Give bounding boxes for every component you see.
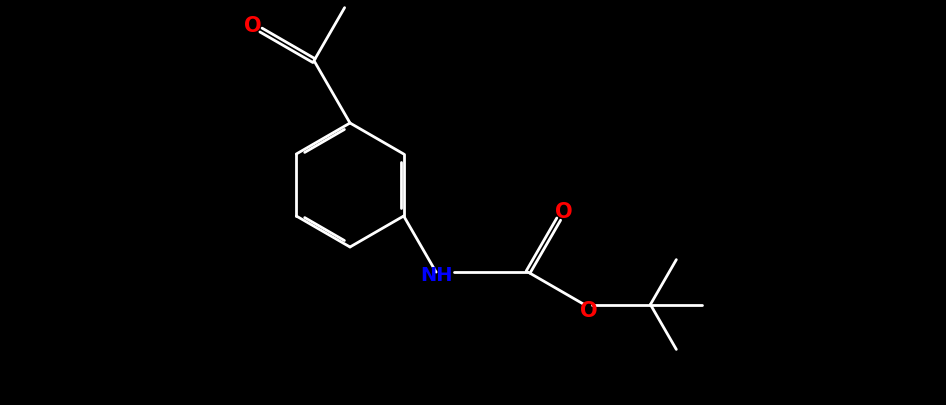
Text: NH: NH (420, 265, 452, 284)
Text: O: O (581, 300, 598, 320)
Text: O: O (244, 16, 262, 36)
Text: O: O (555, 202, 572, 222)
